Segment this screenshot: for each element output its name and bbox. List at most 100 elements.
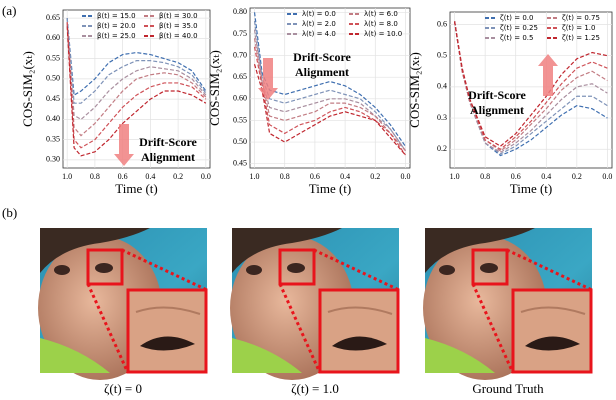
x-axis-label: Time (t) — [309, 181, 352, 196]
data-line — [66, 18, 207, 97]
annotation: Alignment — [141, 150, 195, 164]
y-tick-label: 0.45 — [233, 159, 247, 168]
y-tick-label: 0.4 — [437, 82, 447, 91]
image-caption: ζ(t) = 1.0 — [291, 381, 339, 396]
x-tick-label: 0.0 — [602, 172, 612, 181]
legend-label: ζ(t) = 0.75 — [562, 14, 600, 22]
y-tick-label: 0.45 — [46, 94, 60, 103]
chart: 0.45 0.50 0.55 0.60 0.65 0.70 0.75 0.80 1.0 0.8 0.… — [207, 7, 410, 196]
y-tick-label: 0.65 — [46, 13, 60, 22]
data-line — [66, 22, 207, 137]
legend-label: β(t) = 25.0 — [97, 32, 136, 40]
y-tick-label: 0.75 — [233, 29, 247, 38]
data-line — [66, 18, 207, 104]
legend-label: ζ(t) = 1.0 — [562, 24, 595, 32]
chart: 0.2 0.3 0.4 0.5 0.6 1.0 0.8 0.6 0.4 0.2 0.0 Time (t… — [407, 11, 613, 196]
y-tick-label: 0.35 — [46, 134, 60, 143]
annotation-arrow — [114, 124, 134, 166]
legend-label: β(t) = 30.0 — [159, 12, 198, 20]
x-tick-label: 0.0 — [400, 172, 410, 181]
legend-label: λ(t) = 4.0 — [302, 30, 336, 38]
x-tick-label: 0.2 — [572, 172, 582, 181]
y-tick-label: 0.80 — [233, 7, 247, 16]
y-axis-label: COS-SIM₂(xₜ) — [407, 52, 422, 128]
annotation: Drift-Score — [293, 50, 351, 64]
annotation: Drift-Score — [468, 88, 526, 102]
x-tick-label: 0.0 — [201, 172, 211, 181]
x-tick-label: 1.0 — [250, 172, 260, 181]
x-tick-label: 0.8 — [280, 172, 290, 181]
legend-label: λ(t) = 2.0 — [302, 20, 336, 28]
x-tick-label: 0.8 — [90, 172, 100, 181]
photo — [36, 226, 209, 382]
panel-label: (b) — [2, 205, 17, 220]
x-tick-label: 1.0 — [62, 172, 72, 181]
y-tick-label: 0.60 — [46, 33, 60, 42]
x-tick-label: 0.8 — [480, 172, 490, 181]
y-axis-label: COS-SIM₂(xₜ) — [207, 50, 222, 126]
data-line — [453, 21, 608, 154]
chart: 0.30 0.35 0.40 0.45 0.50 0.55 0.60 0.65 1.0 0.8 0.… — [20, 9, 211, 196]
y-tick-label: 0.50 — [233, 137, 247, 146]
x-axis-label: Time (t) — [115, 181, 158, 196]
data-line — [253, 64, 406, 156]
y-tick-label: 0.6 — [437, 19, 447, 28]
data-line — [253, 29, 406, 152]
data-line — [453, 21, 608, 147]
photo — [421, 226, 594, 382]
legend-label: λ(t) = 8.0 — [364, 20, 398, 28]
data-line — [253, 46, 406, 156]
annotation-arrow — [258, 58, 278, 100]
x-tick-label: 0.6 — [511, 172, 521, 181]
x-tick-label: 0.6 — [118, 172, 128, 181]
legend-label: ζ(t) = 1.25 — [562, 34, 600, 42]
legend-label: β(t) = 35.0 — [159, 22, 198, 30]
y-tick-label: 0.65 — [233, 72, 247, 81]
y-tick-label: 0.60 — [233, 94, 247, 103]
y-tick-label: 0.70 — [233, 50, 247, 59]
x-axis-label: Time (t) — [510, 181, 553, 196]
legend-label: ζ(t) = 0.5 — [500, 34, 533, 42]
data-line — [253, 12, 406, 147]
annotation: Drift-Score — [139, 135, 197, 149]
legend-label: β(t) = 40.0 — [159, 32, 198, 40]
annotation-arrow — [538, 54, 558, 96]
y-tick-label: 0.5 — [437, 51, 447, 60]
data-line — [453, 21, 608, 152]
x-tick-label: 0.4 — [145, 172, 155, 181]
x-tick-label: 0.2 — [370, 172, 380, 181]
y-tick-label: 0.40 — [46, 114, 60, 123]
x-tick-label: 0.4 — [541, 172, 551, 181]
legend-label: ζ(t) = 0.25 — [500, 24, 538, 32]
images: ζ(t) = 0 ζ(t) = 1.0 Ground Truth — [36, 226, 594, 396]
legend-label: λ(t) = 0.0 — [302, 10, 336, 18]
x-tick-label: 1.0 — [450, 172, 460, 181]
legend-label: β(t) = 20.0 — [97, 22, 136, 30]
annotation: Alignment — [295, 65, 349, 79]
x-tick-label: 0.4 — [340, 172, 350, 181]
plot-area — [449, 11, 613, 169]
y-tick-label: 0.55 — [46, 53, 60, 62]
data-line — [253, 38, 406, 152]
panel-label: (a) — [2, 3, 16, 18]
data-line — [453, 21, 608, 155]
y-tick-label: 0.30 — [46, 155, 60, 164]
plot-area — [62, 9, 211, 169]
charts: 0.300.350.400.450.500.550.600.651.0 0.8 0.… — [20, 7, 612, 196]
y-axis-label: COS-SIM₂(xₜ) — [20, 51, 35, 127]
image-caption: ζ(t) = 0 — [104, 381, 142, 396]
x-tick-label: 0.2 — [173, 172, 183, 181]
y-tick-label: 0.2 — [437, 144, 447, 153]
legend-label: ζ(t) = 0.0 — [500, 14, 533, 22]
y-tick-label: 0.3 — [437, 113, 447, 122]
y-tick-label: 0.50 — [46, 74, 60, 83]
legend-label: β(t) = 15.0 — [97, 12, 136, 20]
photo — [228, 226, 401, 382]
data-line — [453, 21, 608, 157]
data-line — [66, 22, 207, 149]
legend-label: λ(t) = 6.0 — [364, 10, 398, 18]
image-caption: Ground Truth — [472, 381, 544, 396]
legend-label: λ(t) = 10.0 — [364, 30, 402, 38]
y-tick-label: 0.55 — [233, 115, 247, 124]
